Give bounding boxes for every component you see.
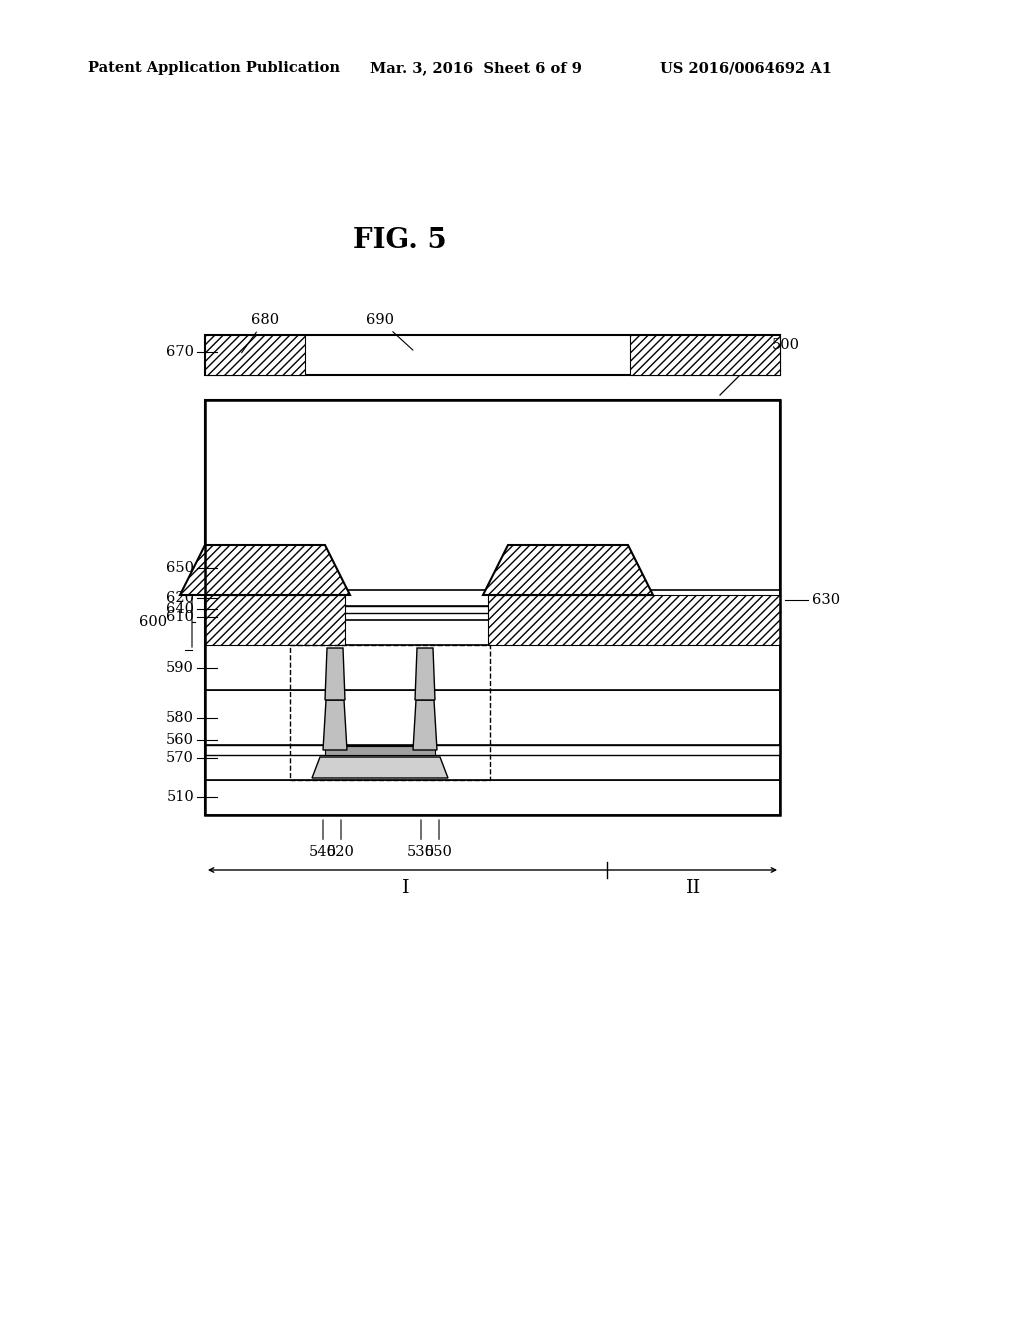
Text: 590: 590 (166, 661, 194, 675)
Text: 630: 630 (812, 593, 840, 607)
Polygon shape (483, 545, 653, 595)
Text: 540: 540 (309, 820, 337, 859)
Text: 620: 620 (166, 591, 194, 605)
Text: 670: 670 (166, 345, 194, 359)
Bar (488, 595, 780, 645)
Bar (205, 612, 780, 620)
Polygon shape (323, 700, 347, 750)
Bar (205, 335, 780, 375)
Text: 640: 640 (166, 602, 194, 616)
Text: FIG. 5: FIG. 5 (353, 227, 446, 253)
Text: 560: 560 (166, 733, 194, 747)
Text: 580: 580 (166, 711, 194, 725)
Text: 680: 680 (242, 313, 280, 352)
Text: 690: 690 (366, 313, 413, 350)
Text: Mar. 3, 2016  Sheet 6 of 9: Mar. 3, 2016 Sheet 6 of 9 (370, 61, 582, 75)
Bar (630, 335, 780, 375)
Bar (205, 606, 780, 612)
Text: I: I (402, 879, 410, 898)
Polygon shape (325, 648, 345, 700)
Text: US 2016/0064692 A1: US 2016/0064692 A1 (660, 61, 831, 75)
Polygon shape (180, 545, 350, 595)
Polygon shape (413, 700, 437, 750)
Bar (205, 755, 780, 780)
Bar (205, 590, 780, 606)
Bar (205, 645, 780, 690)
Text: 600: 600 (139, 615, 167, 630)
Text: 530: 530 (407, 820, 435, 859)
Polygon shape (312, 756, 449, 777)
Bar (325, 746, 435, 755)
Text: Patent Application Publication: Patent Application Publication (88, 61, 340, 75)
Bar (205, 690, 780, 744)
Bar (205, 595, 345, 645)
Text: II: II (686, 879, 701, 898)
Text: 650: 650 (166, 561, 194, 576)
Text: 550: 550 (425, 820, 453, 859)
Text: 570: 570 (166, 751, 194, 766)
Bar (205, 400, 780, 814)
Text: 610: 610 (166, 610, 194, 624)
Bar (290, 645, 490, 780)
Text: 510: 510 (166, 789, 194, 804)
Bar (205, 780, 780, 814)
Bar (205, 744, 780, 755)
Bar (205, 335, 305, 375)
Polygon shape (415, 648, 435, 700)
Text: 520: 520 (327, 820, 355, 859)
Bar (205, 400, 780, 814)
Text: 500: 500 (772, 338, 800, 352)
